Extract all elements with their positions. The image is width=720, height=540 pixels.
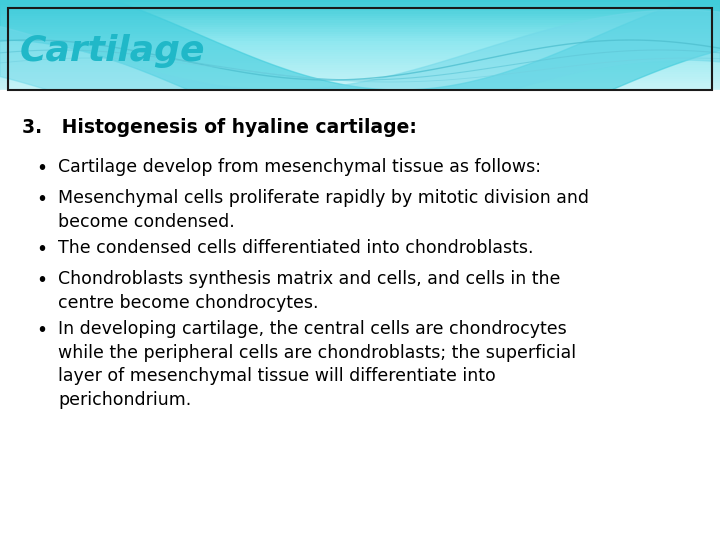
Bar xyxy=(0,47,720,50)
Bar xyxy=(0,90,720,92)
Bar xyxy=(0,92,720,94)
Bar xyxy=(0,102,720,104)
Bar xyxy=(0,108,720,110)
Bar xyxy=(0,70,720,72)
Bar xyxy=(0,4,720,6)
Text: Cartilage develop from mesenchymal tissue as follows:: Cartilage develop from mesenchymal tissu… xyxy=(58,158,541,176)
Bar xyxy=(0,106,720,108)
Bar xyxy=(0,25,720,27)
Text: 3.   Histogenesis of hyaline cartilage:: 3. Histogenesis of hyaline cartilage: xyxy=(22,118,417,137)
Bar xyxy=(0,27,720,29)
Bar xyxy=(0,90,720,540)
Bar xyxy=(0,83,720,85)
Bar xyxy=(0,50,720,52)
Bar xyxy=(0,65,720,68)
Bar xyxy=(8,8,712,90)
Bar xyxy=(0,79,720,81)
Bar xyxy=(0,6,720,9)
Bar xyxy=(0,58,720,60)
Bar xyxy=(0,45,720,47)
Bar xyxy=(0,122,720,124)
Bar xyxy=(0,72,720,74)
Bar xyxy=(0,133,720,135)
Text: •: • xyxy=(37,271,48,290)
Bar xyxy=(0,43,720,45)
Text: •: • xyxy=(37,321,48,340)
Bar xyxy=(0,126,720,128)
Bar xyxy=(0,94,720,97)
Bar xyxy=(0,16,720,18)
Bar xyxy=(0,63,720,65)
Bar xyxy=(0,68,720,70)
Bar xyxy=(0,131,720,133)
Text: Mesenchymal cells proliferate rapidly by mitotic division and
become condensed.: Mesenchymal cells proliferate rapidly by… xyxy=(58,189,589,231)
Text: The condensed cells differentiated into chondroblasts.: The condensed cells differentiated into … xyxy=(58,239,534,257)
Bar xyxy=(0,20,720,23)
Text: Chondroblasts synthesis matrix and cells, and cells in the
centre become chondro: Chondroblasts synthesis matrix and cells… xyxy=(58,270,560,312)
Bar xyxy=(0,54,720,56)
Text: In developing cartilage, the central cells are chondrocytes
while the peripheral: In developing cartilage, the central cel… xyxy=(58,320,576,409)
Bar xyxy=(0,85,720,87)
Bar xyxy=(0,11,720,14)
Bar xyxy=(0,97,720,99)
Bar xyxy=(0,2,720,4)
Bar xyxy=(0,52,720,54)
Bar xyxy=(0,124,720,126)
Bar xyxy=(0,128,720,131)
Bar xyxy=(0,115,720,117)
Bar xyxy=(0,29,720,31)
Bar xyxy=(0,74,720,77)
Bar xyxy=(0,40,720,43)
Bar xyxy=(0,99,720,102)
Bar xyxy=(0,38,720,40)
Text: Cartilage: Cartilage xyxy=(20,34,205,68)
Bar xyxy=(0,81,720,83)
Bar xyxy=(0,117,720,119)
Bar xyxy=(0,60,720,63)
Bar xyxy=(0,18,720,20)
Bar xyxy=(0,31,720,33)
Bar xyxy=(0,77,720,79)
Bar xyxy=(0,110,720,112)
Bar xyxy=(0,112,720,115)
Bar xyxy=(0,119,720,122)
Text: •: • xyxy=(37,240,48,259)
Bar xyxy=(0,23,720,25)
Bar xyxy=(0,9,720,11)
Text: •: • xyxy=(37,159,48,178)
Bar xyxy=(0,14,720,16)
Bar xyxy=(0,56,720,58)
Bar xyxy=(0,33,720,36)
Bar xyxy=(0,0,720,2)
Bar xyxy=(0,104,720,106)
Bar xyxy=(0,87,720,90)
Text: •: • xyxy=(37,190,48,209)
Bar xyxy=(0,36,720,38)
